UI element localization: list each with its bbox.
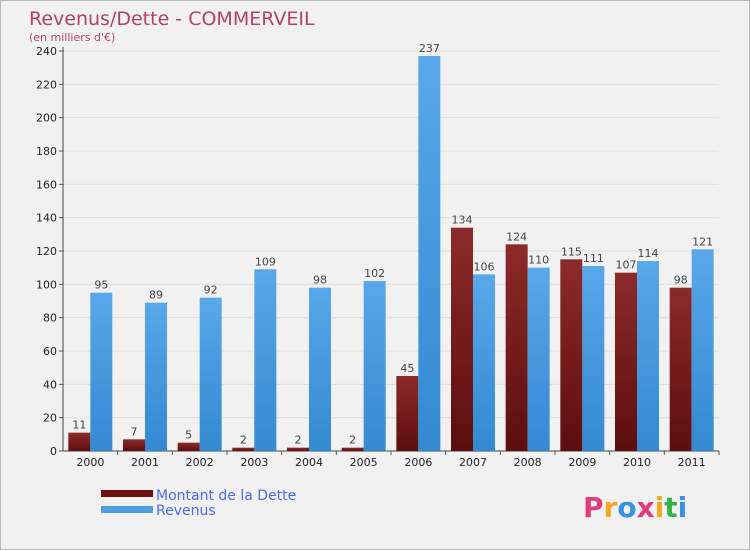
- y-tick-label: 40: [43, 378, 57, 391]
- bar-revenus: [363, 281, 386, 451]
- x-tick-label: 2009: [568, 456, 596, 469]
- chart-subtitle: (en milliers d'€): [29, 31, 115, 44]
- data-label: 98: [313, 274, 327, 287]
- data-label: 92: [204, 284, 218, 297]
- bar-dette: [232, 447, 255, 451]
- data-label: 107: [616, 259, 637, 272]
- bar-dette: [396, 376, 419, 451]
- bar-dette: [615, 272, 637, 451]
- y-tick-label: 120: [36, 245, 57, 258]
- bar-dette: [669, 287, 692, 451]
- legend-label-dette: Montant de la Dette: [156, 488, 296, 504]
- x-tick-label: 2003: [240, 456, 268, 469]
- logo-letter: i: [678, 491, 688, 524]
- bar-dette: [68, 432, 91, 451]
- x-tick-label: 2002: [186, 456, 214, 469]
- data-label: 98: [674, 274, 688, 287]
- data-label: 111: [583, 252, 604, 265]
- x-tick-label: 2005: [350, 456, 378, 469]
- bar-revenus: [199, 297, 222, 451]
- data-label: 115: [561, 245, 582, 258]
- data-label: 45: [400, 362, 414, 375]
- chart-title: Revenus/Dette - COMMERVEIL: [29, 8, 315, 30]
- x-tick-label: 2010: [623, 456, 651, 469]
- bar-revenus: [691, 249, 714, 451]
- data-label: 121: [692, 235, 713, 248]
- data-label: 5: [185, 429, 192, 442]
- legend: Montant de la Dette Revenus: [101, 488, 296, 519]
- bar-dette: [341, 447, 364, 451]
- data-label: 95: [94, 279, 108, 292]
- data-label: 110: [528, 254, 549, 267]
- y-tick-label: 180: [36, 145, 57, 158]
- data-label: 237: [419, 42, 440, 55]
- data-label: 2: [349, 434, 356, 447]
- y-tick-label: 160: [36, 178, 57, 191]
- legend-label-revenus: Revenus: [156, 503, 216, 519]
- logo-letter: r: [604, 491, 618, 524]
- x-tick-label: 2011: [678, 456, 706, 469]
- bar-dette: [505, 244, 528, 451]
- logo-letter: i: [655, 491, 665, 524]
- bar-revenus: [418, 56, 441, 451]
- x-tick-label: 2004: [295, 456, 323, 469]
- grid-lines: [63, 50, 719, 452]
- data-label: 89: [149, 289, 163, 302]
- y-tick-label: 240: [36, 45, 57, 58]
- bar-revenus: [637, 261, 659, 451]
- data-label: 114: [638, 247, 659, 260]
- bar-dette: [287, 447, 309, 451]
- x-tick-label: 2008: [514, 456, 542, 469]
- legend-swatch-revenus: [101, 506, 153, 513]
- x-tick-label: 2007: [459, 456, 487, 469]
- bar-revenus: [527, 267, 550, 451]
- logo-letter: x: [637, 491, 655, 524]
- y-tick-label: 0: [50, 445, 57, 458]
- data-label: 124: [506, 230, 527, 243]
- bar-dette: [123, 439, 145, 451]
- bar-revenus: [473, 274, 495, 451]
- data-label: 109: [255, 255, 276, 268]
- bar-revenus: [582, 266, 605, 451]
- bar-dette: [560, 259, 583, 451]
- data-label: 2: [240, 434, 247, 447]
- y-tick-label: 140: [36, 212, 57, 225]
- data-label: 102: [364, 267, 385, 280]
- x-tick-label: 2000: [76, 456, 104, 469]
- bar-dette: [451, 227, 473, 451]
- y-tick-label: 220: [36, 78, 57, 91]
- bar-revenus: [90, 292, 113, 451]
- y-tick-label: 60: [43, 345, 57, 358]
- data-label: 2: [295, 434, 302, 447]
- logo-letter: t: [664, 491, 677, 524]
- data-label: 134: [452, 214, 473, 227]
- y-tick-label: 80: [43, 312, 57, 325]
- axes: 0 20 40 60 80 100 120 140 160 180 200 220 240 2000 200…: [36, 45, 720, 469]
- y-tick-label: 200: [36, 112, 57, 125]
- data-label: 7: [131, 425, 138, 438]
- x-tick-label: 2001: [131, 456, 159, 469]
- logo-letter: o: [617, 491, 636, 524]
- bar-dette: [177, 442, 200, 451]
- bar-revenus: [309, 287, 331, 451]
- x-tick-label: 2006: [404, 456, 432, 469]
- bar-revenus: [145, 302, 167, 451]
- logo-letter: P: [583, 491, 604, 524]
- data-label: 11: [72, 419, 86, 432]
- proxiti-logo: Proxiti: [583, 491, 687, 524]
- legend-swatch-dette: [101, 490, 153, 497]
- bars: [68, 56, 714, 451]
- data-label: 106: [474, 260, 495, 273]
- y-tick-label: 100: [36, 278, 57, 291]
- y-tick-label: 20: [43, 412, 57, 425]
- bar-revenus: [254, 269, 277, 451]
